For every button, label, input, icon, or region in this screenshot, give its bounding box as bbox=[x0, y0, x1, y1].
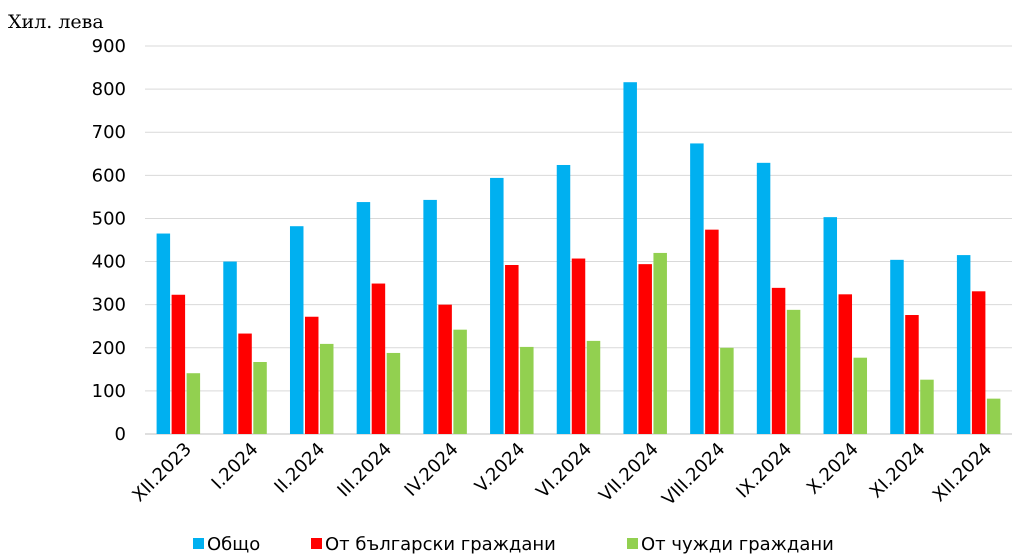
y-tick-label: 0 bbox=[115, 424, 126, 445]
y-tick-labels: 0 100 200 300 400 500 600 700 800 900 bbox=[92, 36, 126, 445]
x-tick-label: VIII.2024 bbox=[658, 439, 729, 510]
bar bbox=[705, 229, 719, 434]
bar bbox=[186, 373, 201, 434]
bar bbox=[171, 294, 186, 434]
bars bbox=[156, 82, 1001, 435]
bar bbox=[690, 143, 704, 435]
x-tick-label: X.2024 bbox=[803, 439, 863, 499]
legend-label: От български граждани bbox=[325, 534, 556, 555]
bar bbox=[371, 283, 386, 434]
x-tick-label: VI.2024 bbox=[532, 439, 596, 503]
bar bbox=[571, 258, 586, 434]
y-tick-label: 300 bbox=[92, 295, 126, 316]
bar bbox=[890, 259, 904, 434]
bar bbox=[771, 287, 786, 434]
bar bbox=[253, 362, 267, 434]
bar bbox=[920, 379, 934, 434]
x-tick-label: IV.2024 bbox=[401, 439, 463, 501]
y-tick-label: 900 bbox=[92, 36, 126, 57]
bar bbox=[838, 294, 853, 434]
bar bbox=[289, 226, 304, 434]
bar bbox=[756, 162, 771, 434]
bar bbox=[786, 309, 801, 434]
bar bbox=[586, 340, 601, 434]
x-tick-label: XII.2024 bbox=[929, 439, 997, 507]
bar bbox=[720, 347, 734, 434]
x-tick-label: VII.2024 bbox=[595, 439, 663, 507]
bar bbox=[505, 265, 519, 434]
bar bbox=[238, 333, 252, 434]
y-tick-label: 500 bbox=[92, 208, 126, 229]
bar bbox=[653, 252, 667, 434]
legend-swatch bbox=[627, 538, 638, 549]
bar bbox=[156, 233, 171, 434]
bar bbox=[823, 217, 838, 434]
x-tick-label: XII.2023 bbox=[128, 439, 196, 507]
bar bbox=[386, 352, 401, 434]
y-tick-label: 800 bbox=[92, 79, 126, 100]
x-tick-label: I.2024 bbox=[208, 439, 263, 494]
bar bbox=[438, 304, 452, 434]
bar bbox=[423, 199, 437, 434]
legend-swatch bbox=[193, 538, 204, 549]
legend-swatch bbox=[311, 538, 322, 549]
bar bbox=[490, 177, 504, 435]
bar bbox=[623, 82, 637, 435]
bar bbox=[971, 291, 986, 434]
bar bbox=[520, 346, 534, 434]
x-tick-label: XI.2024 bbox=[866, 439, 930, 503]
y-axis-label: Хил. лева bbox=[8, 11, 104, 33]
y-tick-label: 100 bbox=[92, 381, 126, 402]
legend-label: От чужди граждани bbox=[641, 534, 834, 555]
bar bbox=[905, 315, 919, 434]
legend: Общо От български граждани От чужди гражда… bbox=[193, 534, 834, 555]
bar bbox=[986, 398, 1001, 434]
y-tick-label: 200 bbox=[92, 338, 126, 359]
bar bbox=[453, 329, 467, 434]
x-tick-label: III.2024 bbox=[333, 439, 396, 502]
x-tick-label: V.2024 bbox=[471, 439, 529, 497]
bar bbox=[356, 202, 371, 434]
bar bbox=[853, 357, 868, 434]
bar bbox=[223, 261, 237, 434]
bar bbox=[556, 164, 571, 434]
bar bbox=[638, 264, 652, 434]
x-tick-labels: XII.2023 I.2024 II.2024 III.2024 IV.2024 V.20… bbox=[128, 439, 996, 510]
x-tick-label: IX.2024 bbox=[732, 439, 796, 503]
y-tick-label: 600 bbox=[92, 165, 126, 186]
legend-label: Общо bbox=[207, 534, 260, 555]
y-tick-label: 400 bbox=[92, 252, 126, 273]
y-tick-label: 700 bbox=[92, 122, 126, 143]
bar bbox=[956, 255, 971, 434]
x-tick-label: II.2024 bbox=[270, 439, 329, 498]
bar bbox=[319, 343, 334, 434]
bar bbox=[304, 316, 319, 434]
